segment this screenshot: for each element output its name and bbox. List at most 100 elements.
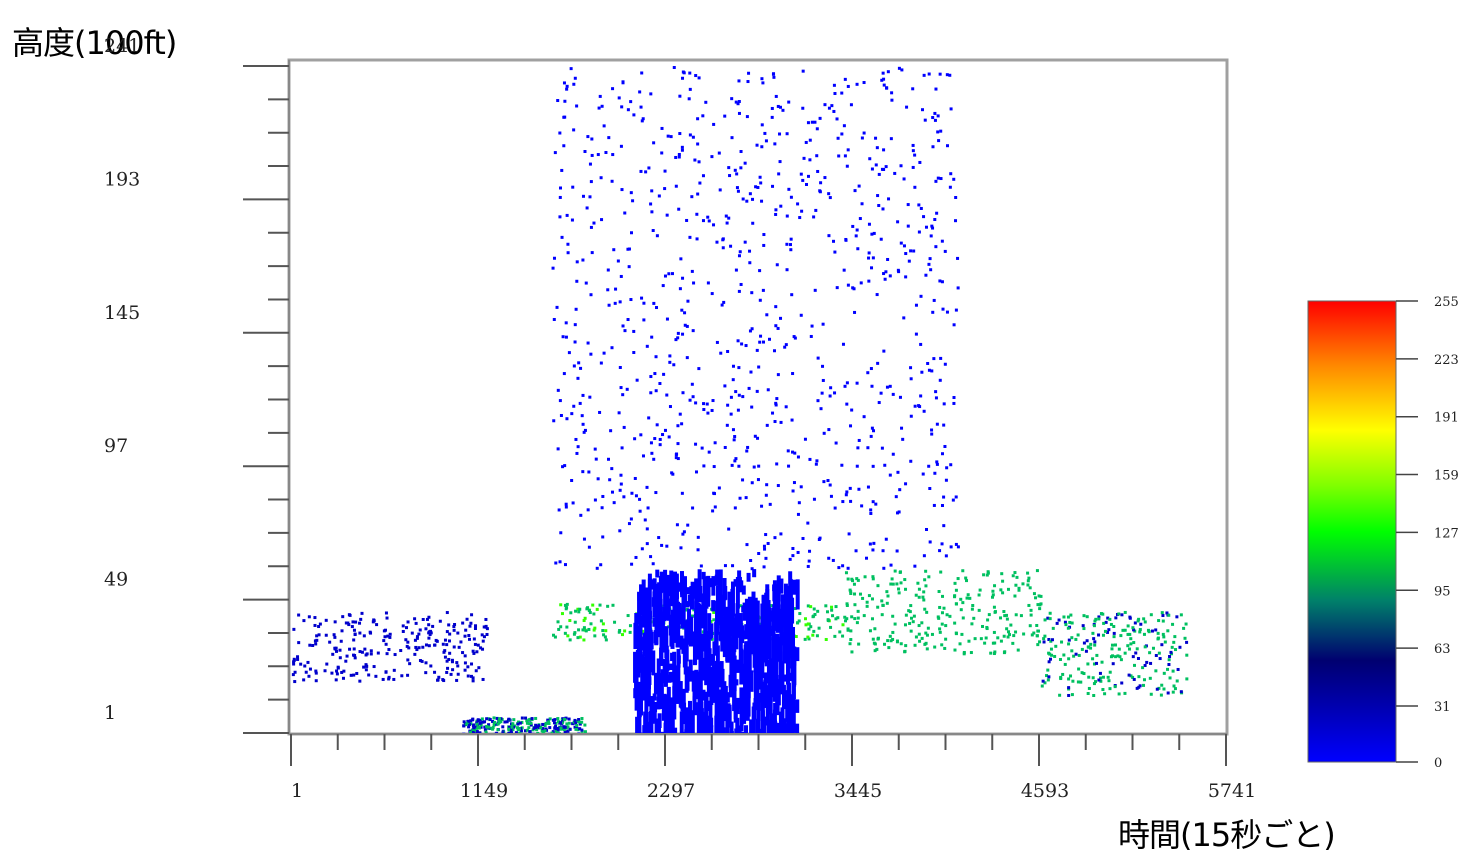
heat-cell	[973, 637, 977, 641]
heat-cell	[601, 622, 605, 626]
heat-cell	[891, 392, 895, 396]
heat-cell	[523, 729, 527, 733]
heat-cell	[812, 215, 816, 219]
heat-cell	[869, 367, 873, 371]
heat-cell	[477, 726, 481, 730]
heat-cell	[715, 645, 720, 666]
heat-cell	[710, 667, 715, 690]
heat-cell	[737, 366, 741, 370]
heat-cell	[1185, 640, 1189, 644]
heat-cell	[565, 87, 569, 91]
heat-cell	[940, 452, 944, 456]
heat-cell	[773, 635, 778, 665]
heat-cell	[1107, 679, 1111, 683]
heat-cell	[659, 615, 664, 643]
heat-cell	[1133, 621, 1137, 625]
heat-cell	[723, 445, 727, 449]
heat-cell	[576, 607, 580, 611]
heat-cell	[647, 416, 651, 420]
heat-cell	[447, 639, 451, 643]
heat-cell	[736, 102, 740, 106]
x-tick-label: 3445	[834, 780, 882, 802]
heat-cell	[783, 639, 788, 663]
heat-cell	[868, 629, 872, 633]
heat-cell	[779, 204, 783, 208]
heat-cell	[583, 149, 587, 153]
heat-cell	[475, 726, 479, 730]
heat-cell	[849, 424, 853, 428]
heat-cell	[905, 105, 909, 109]
heat-cell	[747, 386, 751, 390]
heat-cell	[755, 600, 760, 625]
heat-cell	[813, 612, 817, 616]
heat-cell	[350, 625, 354, 629]
heat-cell	[691, 329, 695, 333]
heat-cell	[815, 127, 819, 131]
heat-cell	[1171, 690, 1175, 694]
heat-cell	[413, 638, 417, 642]
heat-cell	[870, 597, 874, 601]
heat-cell	[944, 554, 948, 558]
heat-cell	[602, 124, 606, 128]
heat-cell	[604, 150, 608, 154]
heat-cell	[586, 135, 590, 139]
heat-cell	[384, 611, 388, 615]
heat-cell	[991, 593, 995, 597]
heat-cell	[462, 724, 466, 728]
heat-cell	[413, 652, 417, 656]
heat-cell	[706, 575, 711, 607]
heat-cell	[741, 585, 746, 595]
heat-cell	[424, 627, 428, 631]
heat-cell	[936, 130, 940, 134]
heat-cell	[776, 326, 780, 330]
heat-cell	[680, 609, 685, 629]
heat-cell	[582, 537, 586, 541]
heat-cell	[837, 566, 841, 570]
heat-cell	[1101, 675, 1105, 679]
heat-cell	[925, 610, 929, 614]
heat-cell	[1149, 692, 1153, 696]
heat-cell	[772, 720, 777, 731]
heat-cell	[784, 591, 789, 606]
heat-cell	[882, 349, 886, 353]
heat-cell	[776, 373, 780, 377]
heat-cell	[595, 607, 599, 611]
heat-cell	[856, 616, 860, 620]
heat-cell	[813, 120, 817, 124]
heat-cell	[818, 189, 822, 193]
heat-cell	[358, 621, 362, 625]
heat-cell	[590, 137, 594, 141]
heat-cell	[856, 609, 860, 613]
heat-cell	[352, 638, 356, 642]
heat-cell	[757, 464, 761, 468]
heat-cell	[783, 345, 787, 349]
heat-cell	[546, 718, 550, 722]
heat-cell	[529, 721, 533, 725]
heat-cell	[795, 699, 800, 713]
heat-cell	[296, 657, 300, 661]
heat-cell	[836, 136, 840, 140]
heat-cell	[338, 648, 342, 652]
heat-cell	[917, 632, 921, 636]
heat-cell	[407, 646, 411, 650]
heat-cell	[1158, 657, 1162, 661]
heat-cell	[884, 270, 888, 274]
heat-cell	[1137, 617, 1141, 621]
heat-cell	[340, 629, 344, 633]
heat-cell	[292, 662, 296, 666]
heat-cell	[834, 617, 838, 621]
heat-cell	[723, 114, 727, 118]
heat-cell	[999, 616, 1003, 620]
heat-cell	[527, 722, 531, 726]
heat-cell	[747, 604, 752, 623]
heat-cell	[773, 652, 778, 687]
heat-cell	[1106, 616, 1110, 620]
heat-cell	[993, 650, 997, 654]
heat-cell	[484, 730, 488, 734]
heat-cell	[942, 524, 946, 528]
heat-cell	[784, 405, 788, 409]
heat-cell	[872, 231, 876, 235]
heat-cell	[303, 664, 307, 668]
heat-cell	[530, 717, 534, 721]
heat-cell	[627, 522, 631, 526]
